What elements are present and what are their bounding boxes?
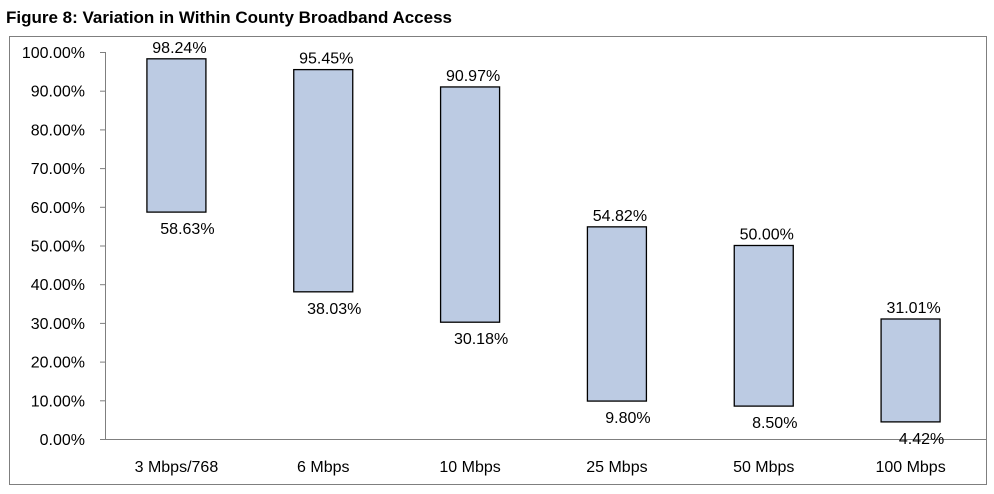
- low-value-label: 58.63%: [160, 221, 214, 238]
- y-tick-label: 30.00%: [31, 316, 85, 333]
- high-value-label: 50.00%: [740, 227, 794, 244]
- x-category-label: 10 Mbps: [439, 459, 500, 476]
- high-value-label: 54.82%: [593, 208, 647, 225]
- range-bar: [586, 226, 648, 402]
- y-tick-label: 10.00%: [31, 393, 85, 410]
- x-category-label: 6 Mbps: [297, 459, 349, 476]
- high-value-label: 98.24%: [152, 40, 206, 57]
- range-bar: [146, 58, 207, 213]
- low-value-label: 4.42%: [899, 431, 944, 448]
- x-category-label: 50 Mbps: [733, 459, 794, 476]
- x-category-label: 100 Mbps: [875, 459, 945, 476]
- high-value-label: 95.45%: [299, 51, 353, 68]
- y-tick-label: 70.00%: [31, 161, 85, 178]
- y-tick-label: 20.00%: [31, 355, 85, 372]
- low-value-label: 30.18%: [454, 331, 508, 348]
- y-tick-label: 80.00%: [31, 122, 85, 139]
- y-tick-label: 90.00%: [31, 84, 85, 101]
- chart-frame: [9, 36, 987, 485]
- x-category-label: 25 Mbps: [586, 459, 647, 476]
- high-value-label: 90.97%: [446, 68, 500, 85]
- x-category-label: 3 Mbps/768: [135, 459, 219, 476]
- y-tick-label: 40.00%: [31, 277, 85, 294]
- range-bar: [439, 86, 501, 323]
- range-bar: [880, 318, 941, 423]
- y-tick-label: 50.00%: [31, 239, 85, 256]
- chart-title: Figure 8: Variation in Within County Bro…: [6, 8, 452, 27]
- low-value-label: 38.03%: [307, 301, 361, 318]
- y-tick-label: 0.00%: [40, 432, 85, 449]
- low-value-label: 8.50%: [752, 415, 797, 432]
- high-value-label: 31.01%: [886, 300, 940, 317]
- range-bar: [733, 244, 794, 407]
- range-bar: [293, 68, 354, 293]
- y-tick-label: 60.00%: [31, 200, 85, 217]
- low-value-label: 9.80%: [605, 410, 650, 427]
- y-tick-label: 100.00%: [22, 45, 85, 62]
